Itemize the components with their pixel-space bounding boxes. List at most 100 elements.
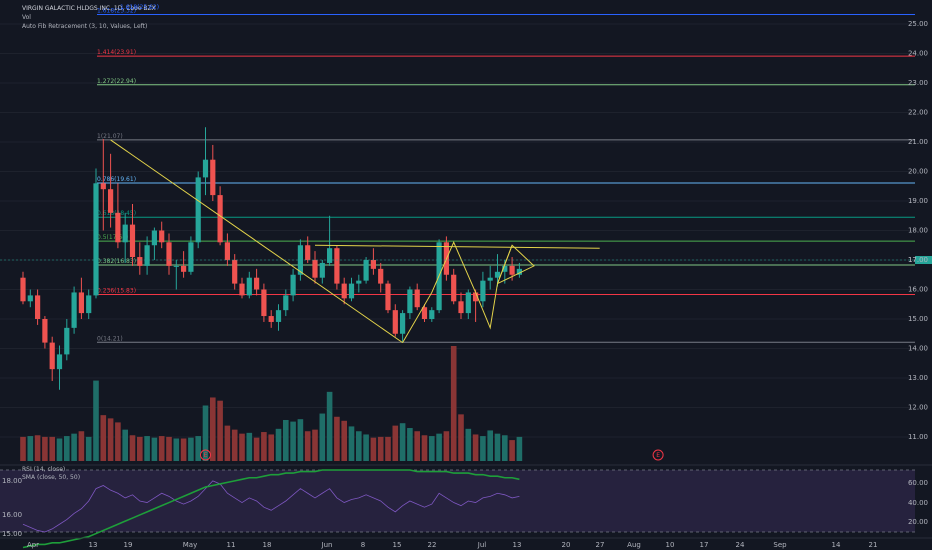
earnings-marker [652,449,664,461]
chart-grid [0,23,915,438]
trend-drawings[interactable] [110,139,600,344]
candle-body [429,310,435,319]
candle-body [509,265,515,275]
price-tick-label: 16.00 [908,286,928,294]
candle-body [239,283,245,296]
fib-label: 0.786(19.61) [97,176,136,183]
volume-bar [231,429,238,461]
x-tick-label: 19 [124,541,133,549]
x-tick-label: 18 [263,541,272,549]
volume-bar [436,433,442,461]
x-tick-label: 13 [513,541,522,549]
candle-body [246,277,252,296]
volume-bar [356,431,362,461]
volume-bar [56,438,63,461]
volume-bar [429,436,435,461]
volume-bar [64,436,70,461]
candle-body [42,319,48,343]
volume-bar [304,431,311,461]
rsi-legend-label[interactable]: RSI (14, close) [22,466,66,473]
candle-body [392,310,398,334]
candle-body [210,159,216,196]
x-tick-label: 13 [89,541,98,549]
volume-bar [151,437,158,461]
x-tick-label: 14 [832,541,841,549]
candle-body [473,292,479,302]
vol-legend[interactable]: Vol [22,14,31,21]
volume-bar [480,436,486,461]
symbol-title[interactable]: VIRGIN GALACTIC HLDGS INC, 1D, Cboe BZX [22,5,156,12]
volume-bar [399,423,406,461]
x-tick-label: Jun [321,541,333,549]
main-legend: VIRGIN GALACTIC HLDGS INC, 1D, Cboe BZX … [22,4,156,31]
volume-bar [290,421,296,461]
volume-bar [414,431,420,461]
volume-bar [166,436,172,461]
volume-bar [261,432,267,461]
x-tick-label: Aug [627,541,641,549]
x-tick-label: 15 [393,541,402,549]
rsi-tick-label: 20.00 [908,518,928,526]
candle-body [232,260,238,284]
volume-bar [253,437,260,461]
candle-body [494,271,501,278]
candle-body [129,224,136,258]
fib-legend[interactable]: Auto Fib Retracement (3, 10, Values, Lef… [22,23,148,30]
candle-body [290,274,296,296]
volume-bar [246,432,253,461]
candle-body [407,289,413,314]
volume-bar [348,426,355,461]
price-tick-label: 18.00 [908,227,928,235]
volume-bar [465,428,472,461]
price-tick-label: 25.00 [908,20,928,28]
rsi-line [22,480,520,533]
x-tick-label: Jul [477,541,487,549]
x-tick-label: 11 [227,541,236,549]
fib-label: 1.414(23.91) [97,49,136,56]
candle-body [334,248,340,284]
rsi-left-tick-label: 16.00 [2,511,22,519]
rsi-left-tick-label: 18.00 [2,477,22,485]
volume-bar [93,380,99,461]
candle-body [261,289,267,317]
candle-body [108,189,114,213]
x-tick-label: 10 [666,541,675,549]
price-tick-label: 23.00 [908,79,928,87]
candle-body [370,260,376,269]
fib-retracement[interactable]: 0(14.21) 0.236(15.83) 0.382(16.83) 0.5(17.6… [97,8,915,343]
price-tick-label: 19.00 [908,197,928,205]
volume-bar [502,435,508,461]
fib-label: 0.382(16.83) [97,258,136,265]
candle-body [64,327,70,355]
volume-bars [20,346,523,461]
volume-bar [297,419,304,461]
candle-body [181,265,187,272]
volume-bar [34,435,41,461]
volume-bar [326,391,333,461]
candle-body [327,248,333,263]
volume-bar [188,437,194,461]
candle-body [71,292,77,328]
last-price-tag [915,256,932,264]
volume-bar [312,429,318,461]
volume-bar [516,436,523,461]
volume-bar [363,434,369,461]
volume-bar [42,436,48,461]
volume-bar [319,413,326,461]
candle-body [451,274,457,302]
volume-bar [217,400,223,461]
candle-body [348,283,355,299]
candle-body [188,242,194,272]
candle-body [122,224,128,243]
candle-body [137,257,143,266]
volume-bar [195,436,201,461]
rsi-tick-label: 60.00 [908,479,928,487]
candle-body [502,265,508,272]
candle-body [356,280,362,284]
rsi-band [0,470,915,532]
fib-label: 1.618(25.32) [97,8,136,15]
sma-line [22,469,520,549]
sma-legend-label[interactable]: SMA (close, 50, 50) [22,474,81,481]
